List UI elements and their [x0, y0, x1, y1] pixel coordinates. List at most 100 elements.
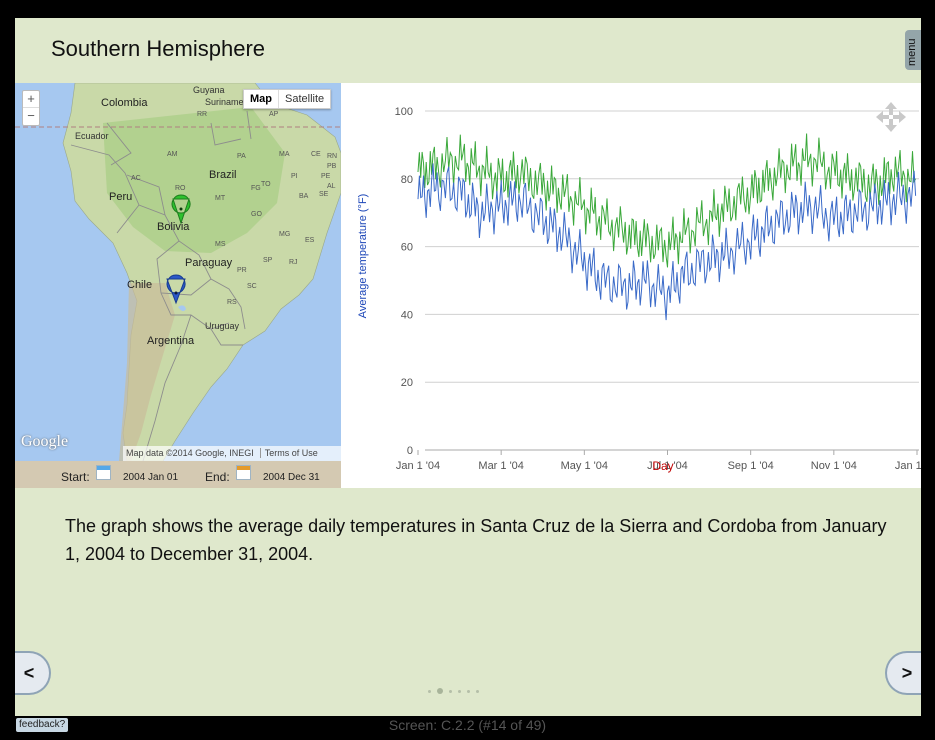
- map-label-ma: MA: [279, 151, 290, 158]
- map-label-brazil: Brazil: [209, 169, 237, 181]
- map-label-mt: MT: [215, 195, 226, 202]
- map-label-rr: RR: [197, 111, 208, 118]
- y-axis-label: Average temperature (°F): [357, 194, 369, 319]
- map-label-suriname: Suriname: [205, 97, 244, 107]
- map-label-pa: PA: [237, 153, 246, 160]
- map-label-go: GO: [251, 211, 262, 218]
- start-date-value[interactable]: 2004 Jan 01: [123, 472, 179, 483]
- map-type-map-button[interactable]: Map: [244, 90, 279, 108]
- great-lake: [178, 305, 186, 312]
- x-tick-label: Jan 1 '04: [396, 460, 440, 472]
- page-dot[interactable]: [458, 689, 461, 693]
- screen-label: Screen: C.2.2 (#14 of 49): [388, 717, 547, 733]
- map-label-sc: SC: [247, 283, 257, 290]
- map-label-se: SE: [319, 191, 329, 198]
- zoom-control: + −: [22, 90, 40, 126]
- blue-marker[interactable]: [166, 274, 186, 305]
- feedback-button[interactable]: feedback?: [16, 718, 69, 732]
- x-tick-label: Sep 1 '04: [728, 460, 774, 472]
- map-label-am: AM: [167, 151, 178, 158]
- next-button[interactable]: >: [885, 651, 921, 695]
- date-range-bar: Start: 2004 Jan 01 End: 2004 Dec 31: [15, 461, 341, 488]
- map-canvas[interactable]: [15, 83, 341, 461]
- map-type-control: Map Satellite: [243, 89, 332, 109]
- end-calendar-icon[interactable]: [236, 465, 251, 480]
- x-tick-label: Jul 1 '04: [647, 460, 688, 472]
- map-attribution: Map data ©2014 Google, INEGI Terms of Use: [123, 446, 341, 461]
- prev-button[interactable]: <: [15, 651, 51, 695]
- map-label-paraguay: Paraguay: [185, 257, 233, 269]
- map-label-rs: RS: [227, 299, 237, 306]
- x-tick-label: Mar 1 '04: [478, 460, 524, 472]
- page-dot[interactable]: [476, 689, 479, 693]
- page-dot[interactable]: [428, 689, 431, 693]
- menu-label: menu: [906, 38, 918, 66]
- map-label-chile: Chile: [127, 279, 153, 291]
- zoom-out-button[interactable]: −: [27, 108, 35, 123]
- x-tick-label: Jan 1 '05: [895, 460, 921, 472]
- y-tick-label: 100: [395, 106, 413, 118]
- green-marker-dot: [179, 207, 183, 211]
- move-icon[interactable]: [875, 101, 907, 133]
- menu-button[interactable]: menu: [905, 30, 921, 70]
- page-dots: [428, 688, 479, 694]
- map-label-ms: MS: [215, 241, 226, 248]
- map-label-peru: Peru: [109, 191, 133, 203]
- map-label-ecuador: Ecuador: [75, 131, 109, 141]
- x-axis-label: Day: [652, 459, 673, 473]
- end-label: End:: [205, 470, 230, 484]
- y-tick-label: 60: [401, 242, 413, 254]
- map-label-es: ES: [305, 237, 315, 244]
- y-tick-label: 80: [401, 174, 413, 186]
- y-tick-label: 40: [401, 309, 413, 321]
- green-region: [103, 107, 285, 253]
- map-label-bolivia: Bolivia: [157, 221, 190, 233]
- map-label-ac: AC: [131, 175, 141, 182]
- map-label-colombia: Colombia: [101, 97, 148, 109]
- y-tick-label: 20: [401, 377, 413, 389]
- y-tick-label: 0: [407, 445, 413, 457]
- map-label-pi: PI: [291, 173, 298, 180]
- map-label-al: AL: [327, 183, 336, 190]
- title-bar: Southern Hemisphere: [15, 18, 921, 80]
- map-label-argentina: Argentina: [147, 335, 195, 347]
- map-label-rj: RJ: [289, 259, 298, 266]
- page-dot[interactable]: [449, 689, 452, 693]
- page-dot[interactable]: [467, 689, 470, 693]
- chart-panel: 0 20 40 60 80 100 Jan 1 '04 Mar 1 '04 May 1 '04 J…: [341, 83, 935, 488]
- map-label-ce: CE: [311, 151, 321, 158]
- andes-region: [119, 283, 175, 461]
- map-label-ro: RO: [175, 185, 186, 192]
- temperature-chart: 0 20 40 60 80 100 Jan 1 '04 Mar 1 '04 May 1 '04 J…: [357, 106, 935, 473]
- map-label-guyana: Guyana: [193, 85, 225, 95]
- attribution-text: Map data ©2014 Google, INEGI: [126, 448, 254, 458]
- country-borders: [70, 110, 252, 461]
- x-tick-label: Nov 1 '04: [811, 460, 857, 472]
- terms-link[interactable]: Terms of Use: [259, 448, 318, 458]
- map-type-satellite-button[interactable]: Satellite: [285, 93, 325, 105]
- caption-text: The graph shows the average daily temper…: [65, 516, 887, 564]
- map-label-uruguay: Uruguay: [205, 321, 240, 331]
- map-label-pr: PR: [237, 267, 247, 274]
- page-title: Southern Hemisphere: [51, 36, 266, 61]
- green-marker[interactable]: [171, 194, 191, 225]
- map-label-ba: BA: [299, 193, 309, 200]
- series-line-blue: [417, 163, 917, 321]
- map-label-rn: RN: [327, 153, 338, 160]
- map-label-pb: PB: [327, 163, 337, 170]
- map-label-mg: MG: [279, 231, 291, 238]
- blue-marker-dot: [174, 291, 178, 295]
- google-logo: Google: [21, 433, 69, 450]
- start-label: Start:: [61, 470, 90, 484]
- map-label-sp: SP: [263, 257, 273, 264]
- x-tick-label: May 1 '04: [561, 460, 608, 472]
- start-calendar-icon[interactable]: [96, 465, 111, 480]
- map-label-fg: FG: [251, 185, 261, 192]
- series-line-green: [417, 133, 917, 268]
- end-date-value[interactable]: 2004 Dec 31: [263, 472, 320, 483]
- zoom-in-button[interactable]: +: [23, 91, 39, 108]
- map-label-ap: AP: [269, 111, 279, 118]
- map-panel[interactable]: Guyana Suriname RR AP Colombia Ecuador P…: [15, 83, 341, 461]
- page-dot[interactable]: [437, 688, 443, 694]
- map-label-to: TO: [261, 181, 271, 188]
